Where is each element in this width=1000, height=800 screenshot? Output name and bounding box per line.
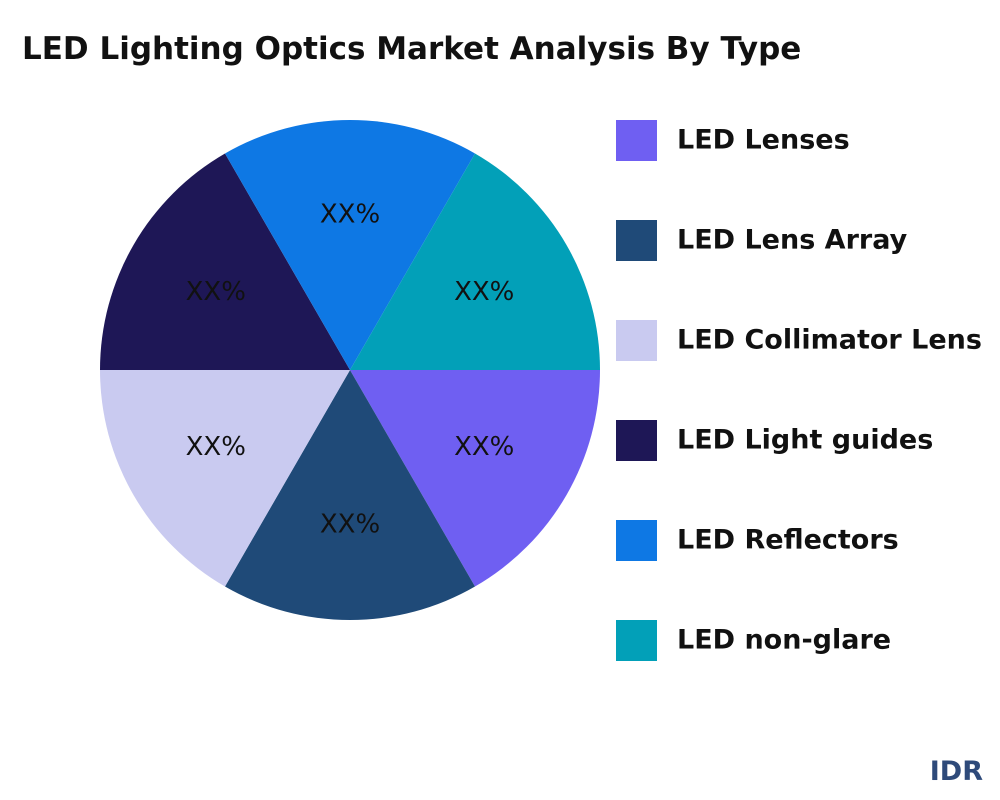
pie-slice <box>350 370 600 587</box>
pie-slice <box>100 370 350 587</box>
slice-label: XX% <box>454 432 514 462</box>
legend-label: LED Lenses <box>677 125 850 156</box>
legend-label: LED non-glare <box>677 625 891 656</box>
slice-label: XX% <box>186 277 246 307</box>
legend-swatch <box>616 420 657 461</box>
brand-logo: IDR <box>930 756 983 787</box>
legend-swatch <box>616 220 657 261</box>
legend-swatch <box>616 520 657 561</box>
pie-slice <box>100 153 350 370</box>
legend-label: LED Collimator Lens <box>677 325 982 356</box>
slice-label: XX% <box>320 510 380 540</box>
pie-slice <box>350 153 600 370</box>
legend-swatch <box>616 320 657 361</box>
legend-label: LED Lens Array <box>677 225 908 256</box>
pie-slice <box>225 119 475 370</box>
slice-label: XX% <box>320 200 380 230</box>
pie-slice <box>225 370 475 620</box>
slice-label: XX% <box>186 432 246 462</box>
legend-label: LED Light guides <box>677 425 933 456</box>
slice-label: XX% <box>454 277 514 307</box>
legend-label: LED Reflectors <box>677 525 899 556</box>
chart-title: LED Lighting Optics Market Analysis By T… <box>22 31 801 67</box>
legend-swatch <box>616 120 657 161</box>
legend-swatch <box>616 620 657 661</box>
